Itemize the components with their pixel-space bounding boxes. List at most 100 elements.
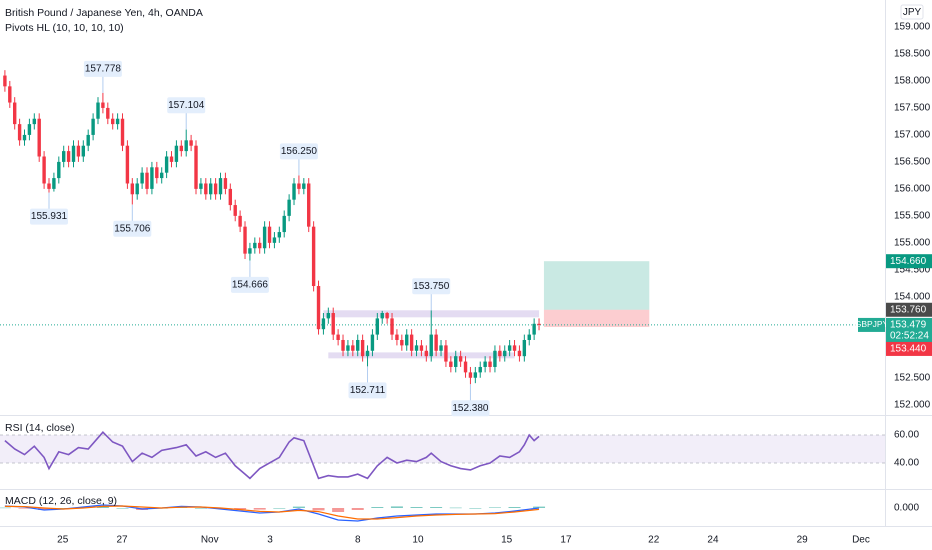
macd-histogram-bar [0,507,11,509]
candle-body [400,339,404,346]
y-tick-label: 155.500 [894,211,931,222]
candle-body [380,313,384,319]
candle-body [174,145,179,162]
candle-body [272,237,277,243]
candle-body [223,178,228,189]
macd-histogram-bar [430,507,443,508]
y-tick-label: 154.500 [894,264,931,275]
candle-body [321,318,326,330]
candle-body [346,345,350,351]
candle-body [57,161,61,179]
candle-body [243,226,247,254]
candle-body [488,361,492,367]
candle-body [27,124,32,135]
candle-body [164,156,169,173]
candle-body [62,151,66,162]
pivot-box [167,97,206,114]
candle-body [3,75,7,87]
candle-body [336,334,340,340]
target-badge [886,254,932,269]
candle-body [238,215,242,227]
candle-body [204,183,208,195]
candle-body [405,334,409,346]
macd-histogram-bar [312,508,325,511]
macd-histogram-bar [449,507,462,509]
candle-body [282,215,286,233]
candle-body [390,318,394,335]
signal-line [4,505,540,520]
candle-body [414,345,419,351]
candle-body [111,118,115,125]
candle-body [267,226,272,243]
x-tick-label: 27 [116,535,128,546]
candle-body [537,323,541,325]
candle-body [424,350,429,357]
candle-body [52,178,56,189]
macd-histogram-bar [116,508,129,509]
candle-body [360,339,365,357]
macd-histogram-bar [533,506,546,508]
currency-box[interactable] [900,4,924,20]
y-tick-label: 157.000 [894,130,931,141]
candle-body [160,172,164,179]
candle-body [395,334,399,340]
candle-body [218,178,223,195]
candle-body [32,118,37,125]
pivot-box [412,278,451,295]
candle-body [311,226,316,287]
x-tick-label: 29 [797,535,809,546]
indicator-title: Pivots HL (10, 10, 10, 10) [5,22,124,34]
pane-title: RSI (14, close) [5,422,74,434]
x-tick-label: 22 [648,535,660,546]
macd-histogram-bar [332,508,345,512]
y-tick-label: 157.500 [894,103,931,114]
pivot-label: 155.706 [114,223,151,234]
macd-histogram-bar [57,508,70,509]
y-tick-label: 159.000 [894,22,931,33]
pivot-label: 152.380 [452,403,489,414]
pivot-box [451,400,490,417]
y-tick-label: 154.000 [894,291,931,302]
y-tick-label: 158.000 [894,76,931,87]
y-tick-label: 152.500 [894,372,931,383]
candle-body [42,156,46,184]
pivot-label: 157.104 [168,100,205,111]
candle-body [409,334,414,351]
candle-body [8,86,12,103]
pivot-label: 153.750 [413,281,450,292]
candle-body [468,372,473,378]
pivot-box [113,220,152,237]
candle-body [331,313,335,335]
y-tick-label: 156.500 [894,157,931,168]
candle-body [517,350,522,357]
candle-body [473,372,478,378]
stop-label: 153.440 [890,344,927,355]
macd-histogram-bar [410,507,423,508]
candle-body [194,145,198,189]
candle-body [385,313,389,319]
candle-body [96,102,100,119]
stop-zone [543,309,650,328]
candle-body [498,350,502,357]
candle-body [101,102,105,108]
candle-body [150,167,154,189]
pivot-box [30,208,69,225]
candle-body [233,205,237,216]
candle-body [169,156,174,162]
pivot-label: 152.711 [350,385,386,396]
candle-body [527,334,531,340]
candle-body [316,286,321,330]
target-zone [543,261,650,310]
macd-histogram-bar [469,508,482,509]
candle-body [356,339,360,351]
y-tick-label: 158.500 [894,49,931,60]
candle-body [228,188,233,206]
entry-badge [886,302,932,317]
candle-body [13,102,17,125]
currency-label[interactable]: JPY [903,7,922,18]
macd-histogram-bar [273,508,286,509]
pivot-box [83,60,122,77]
pivot-box [230,276,269,293]
